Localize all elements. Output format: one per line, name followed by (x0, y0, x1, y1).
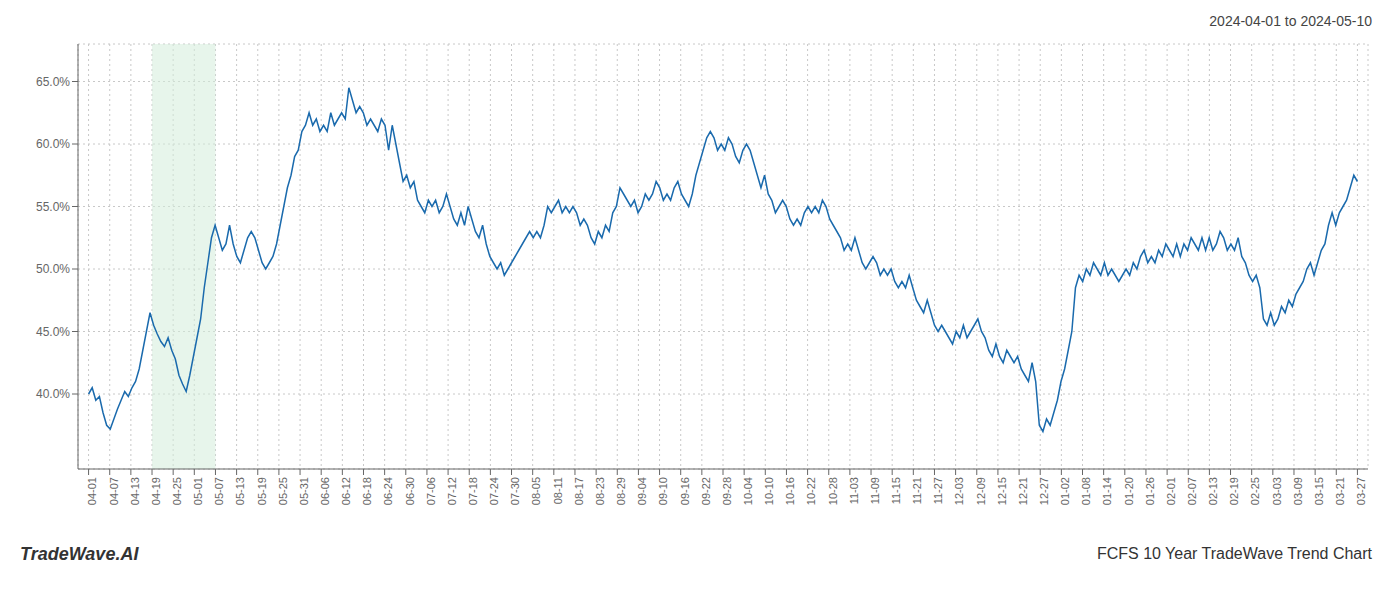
svg-text:01-26: 01-26 (1144, 477, 1156, 505)
svg-text:07-18: 07-18 (467, 477, 479, 505)
svg-text:11-21: 11-21 (911, 477, 923, 504)
svg-text:08-29: 08-29 (615, 477, 627, 505)
svg-text:06-24: 06-24 (382, 477, 394, 505)
svg-text:08-11: 08-11 (552, 477, 564, 504)
svg-text:05-13: 05-13 (234, 477, 246, 505)
svg-text:12-03: 12-03 (953, 477, 965, 505)
svg-text:07-24: 07-24 (488, 477, 500, 505)
svg-text:08-23: 08-23 (594, 477, 606, 505)
svg-text:01-14: 01-14 (1101, 477, 1113, 505)
svg-text:45.0%: 45.0% (36, 325, 70, 339)
svg-text:02-19: 02-19 (1228, 477, 1240, 505)
svg-text:10-28: 10-28 (827, 477, 839, 505)
svg-text:04-25: 04-25 (171, 477, 183, 505)
svg-text:65.0%: 65.0% (36, 75, 70, 89)
svg-text:12-15: 12-15 (996, 477, 1008, 505)
svg-text:05-07: 05-07 (213, 477, 225, 505)
svg-text:07-30: 07-30 (509, 477, 521, 505)
svg-text:60.0%: 60.0% (36, 137, 70, 151)
svg-text:10-16: 10-16 (784, 477, 796, 505)
svg-text:09-16: 09-16 (679, 477, 691, 505)
svg-text:02-01: 02-01 (1165, 477, 1177, 505)
svg-text:11-03: 11-03 (848, 477, 860, 504)
svg-text:11-27: 11-27 (932, 477, 944, 504)
svg-text:12-21: 12-21 (1017, 477, 1029, 505)
svg-text:06-18: 06-18 (361, 477, 373, 505)
svg-text:06-12: 06-12 (340, 477, 352, 505)
svg-text:04-13: 04-13 (129, 477, 141, 505)
svg-text:03-21: 03-21 (1334, 477, 1346, 505)
svg-text:09-04: 09-04 (636, 477, 648, 505)
svg-text:06-30: 06-30 (404, 477, 416, 505)
svg-text:01-08: 01-08 (1080, 477, 1092, 505)
svg-text:10-04: 10-04 (742, 477, 754, 505)
svg-text:03-27: 03-27 (1355, 477, 1367, 505)
svg-text:08-17: 08-17 (573, 477, 585, 505)
html-text:2024-04-01 to 2024-05-10: 2024-04-01 to 2024-05-10 (1209, 13, 1372, 29)
svg-text:12-09: 12-09 (975, 477, 987, 505)
svg-text:04-19: 04-19 (150, 477, 162, 505)
svg-text:02-25: 02-25 (1249, 477, 1261, 505)
svg-text:04-07: 04-07 (108, 477, 120, 505)
svg-text:11-15: 11-15 (890, 477, 902, 504)
svg-text:10-22: 10-22 (805, 477, 817, 505)
svg-text:40.0%: 40.0% (36, 387, 70, 401)
svg-text:09-28: 09-28 (721, 477, 733, 505)
svg-text:06-06: 06-06 (319, 477, 331, 505)
svg-text:09-22: 09-22 (700, 477, 712, 505)
svg-text:09-10: 09-10 (657, 477, 669, 505)
svg-text:12-27: 12-27 (1038, 477, 1050, 505)
svg-text:02-13: 02-13 (1207, 477, 1219, 505)
svg-text:10-10: 10-10 (763, 477, 775, 505)
svg-text:02-07: 02-07 (1186, 477, 1198, 505)
svg-text:03-03: 03-03 (1271, 477, 1283, 505)
svg-text:03-15: 03-15 (1313, 477, 1325, 505)
svg-text:50.0%: 50.0% (36, 262, 70, 276)
svg-text:55.0%: 55.0% (36, 200, 70, 214)
svg-text:11-09: 11-09 (869, 477, 881, 504)
html-text:TradeWave.AI: TradeWave.AI (20, 543, 139, 564)
svg-text:07-12: 07-12 (446, 477, 458, 505)
svg-text:01-20: 01-20 (1123, 477, 1135, 505)
svg-text:04-01: 04-01 (86, 477, 98, 505)
svg-text:01-02: 01-02 (1059, 477, 1071, 505)
svg-text:05-31: 05-31 (298, 477, 310, 505)
svg-text:05-25: 05-25 (277, 477, 289, 505)
svg-text:05-01: 05-01 (192, 477, 204, 505)
svg-text:07-06: 07-06 (425, 477, 437, 505)
html-text:FCFS 10 Year TradeWave Trend C: FCFS 10 Year TradeWave Trend Chart (1096, 545, 1372, 562)
svg-text:05-19: 05-19 (256, 477, 268, 505)
svg-text:08-05: 08-05 (530, 477, 542, 505)
svg-text:03-09: 03-09 (1292, 477, 1304, 505)
